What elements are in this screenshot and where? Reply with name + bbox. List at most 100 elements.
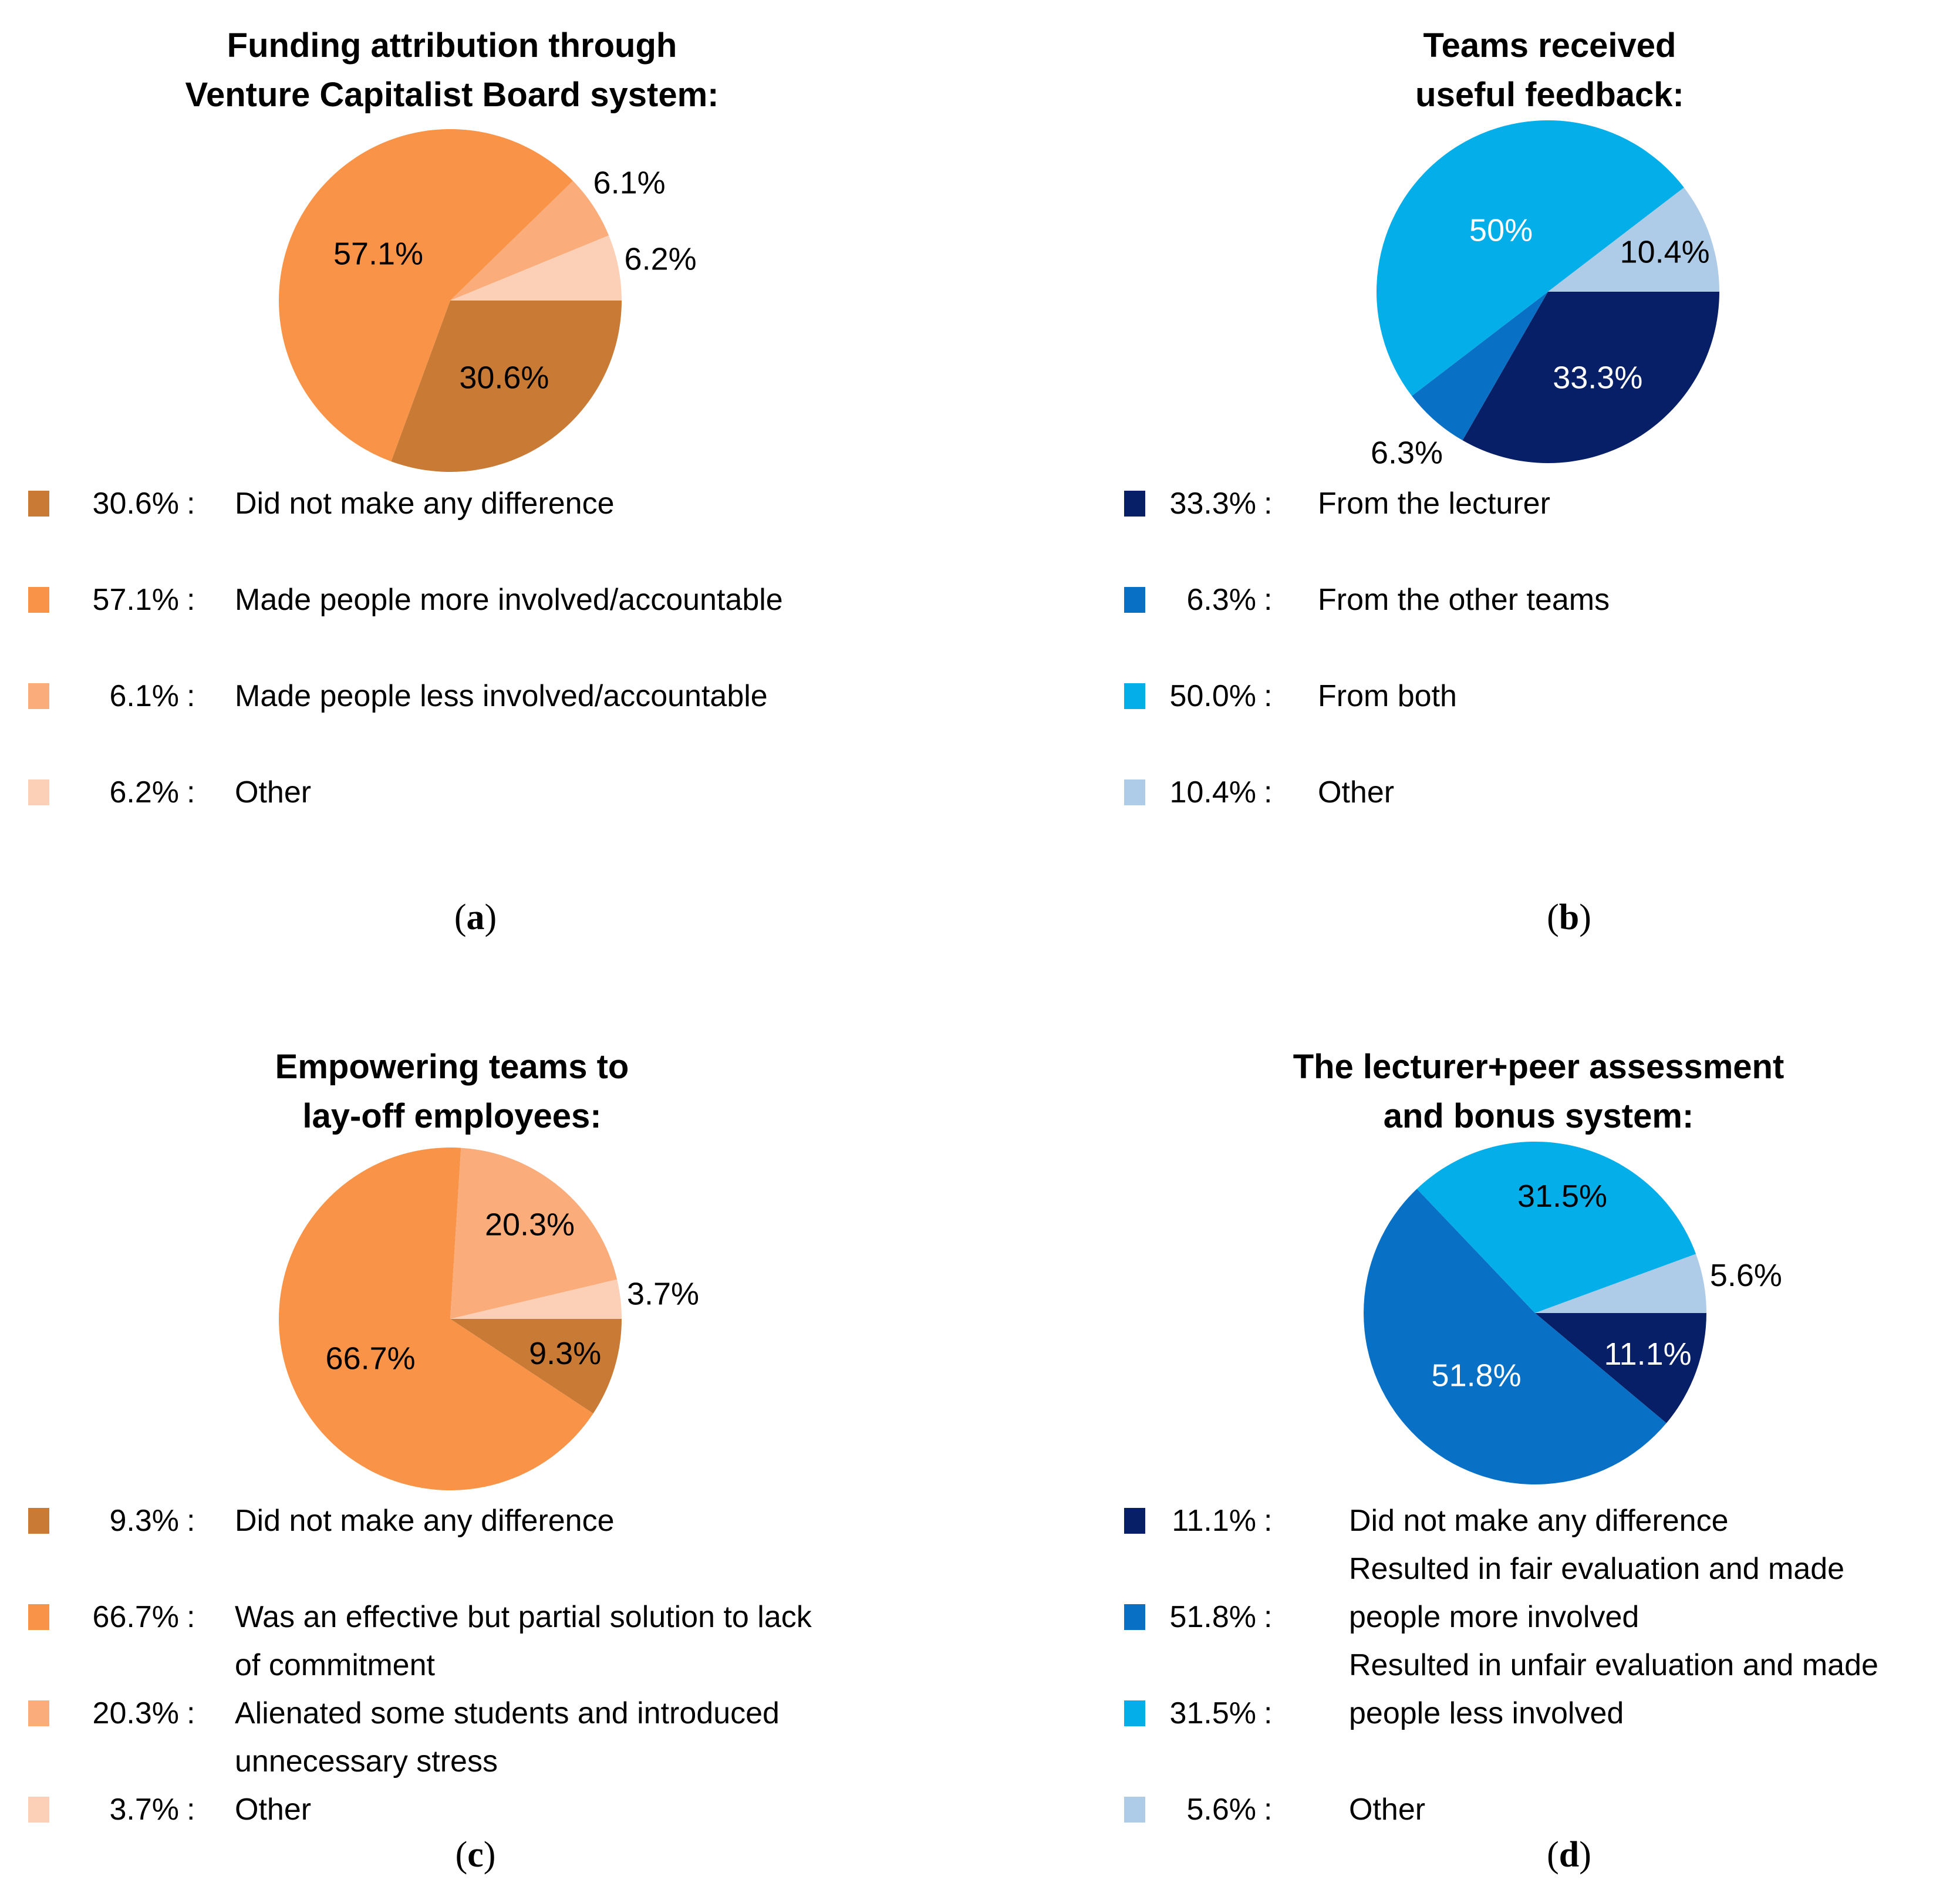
chart-title: The lecturer+peer assessment and bonus sy… bbox=[1128, 1042, 1949, 1141]
panel-d: The lecturer+peer assessment and bonus sy… bbox=[980, 951, 1960, 1900]
pie-slice bbox=[1535, 1254, 1706, 1313]
pie-slice bbox=[1376, 120, 1684, 396]
legend-colon: : bbox=[1264, 1600, 1273, 1634]
pie-slice bbox=[450, 1319, 622, 1414]
legend: 33.3%: From the lecturer 6.3%: From the oth… bbox=[980, 480, 1960, 816]
legend-swatch bbox=[1124, 683, 1145, 709]
legend-item: 33.3%: From the lecturer bbox=[980, 480, 1960, 528]
pie-data-label: 31.5% bbox=[1517, 1179, 1607, 1214]
pie-slice bbox=[450, 1279, 622, 1319]
legend-colon: : bbox=[1264, 1504, 1273, 1538]
chart-title-line: useful feedback: bbox=[1415, 76, 1684, 114]
legend-label: Other bbox=[1318, 775, 1395, 809]
legend-label: Resulted in unfair evaluation and made bbox=[1349, 1648, 1878, 1682]
legend-item-line: of commitment bbox=[0, 1641, 980, 1689]
legend-item-line bbox=[0, 624, 980, 672]
legend-percent: 6.2% bbox=[109, 775, 179, 809]
pie-data-label: 20.3% bbox=[485, 1207, 575, 1242]
subfigure-caption: (d) bbox=[1547, 1835, 1591, 1875]
legend-swatch bbox=[28, 1508, 49, 1534]
legend-colon: : bbox=[1264, 775, 1273, 809]
subfigure-letter: d bbox=[1558, 1835, 1580, 1875]
legend-colon: : bbox=[1264, 1696, 1273, 1730]
legend-item: 3.7%: Other bbox=[0, 1786, 980, 1834]
legend-label: Alienated some students and introduced bbox=[235, 1696, 780, 1730]
pie-data-label: 51.8% bbox=[1432, 1358, 1522, 1393]
pie-data-label: 10.4% bbox=[1620, 235, 1710, 270]
legend-label: Did not make any difference bbox=[235, 1504, 615, 1538]
legend-colon: : bbox=[187, 775, 195, 809]
legend-item-line bbox=[0, 528, 980, 576]
panel-a: Funding attribution through Venture Capit… bbox=[0, 0, 980, 951]
legend-label: Other bbox=[235, 775, 312, 809]
pie-chart: 30.6% 57.1% 6.1% 6.2% bbox=[278, 129, 697, 473]
legend-item-line: Resulted in fair evaluation and made bbox=[980, 1545, 1960, 1593]
legend-colon: : bbox=[1264, 1793, 1273, 1827]
legend-item: 31.5%: people less involved bbox=[980, 1689, 1960, 1737]
legend-colon: : bbox=[187, 1504, 195, 1538]
legend-swatch bbox=[1124, 491, 1145, 517]
legend: 30.6%: Did not make any difference 57.1%: M… bbox=[0, 480, 980, 816]
legend-percent: 6.1% bbox=[109, 679, 179, 713]
legend-colon: : bbox=[1264, 487, 1273, 521]
legend-colon: : bbox=[187, 1600, 195, 1634]
legend-label: Made people less involved/accountable bbox=[235, 679, 768, 713]
legend: 9.3%: Did not make any difference 66.7%: Wa… bbox=[0, 1497, 980, 1834]
legend-colon: : bbox=[187, 679, 195, 713]
legend-swatch bbox=[1124, 1604, 1145, 1630]
legend-swatch bbox=[1124, 587, 1145, 613]
pie-data-label: 50% bbox=[1469, 213, 1533, 248]
pie-slice bbox=[278, 129, 574, 462]
legend-item-line bbox=[980, 720, 1960, 768]
subfigure-letter: c bbox=[467, 1835, 484, 1875]
pie-slice bbox=[450, 235, 622, 301]
legend-item-line bbox=[980, 624, 1960, 672]
subfigure-caption: (a) bbox=[454, 897, 497, 937]
legend-colon: : bbox=[1264, 583, 1273, 617]
chart-title: Teams received useful feedback: bbox=[1139, 21, 1960, 120]
legend-percent: 31.5% bbox=[1169, 1696, 1256, 1730]
legend-swatch bbox=[28, 779, 49, 805]
pie-data-label: 57.1% bbox=[333, 237, 423, 272]
legend-label: Other bbox=[1349, 1793, 1426, 1827]
legend-percent: 10.4% bbox=[1169, 775, 1256, 809]
chart-title-line: and bonus system: bbox=[1383, 1097, 1694, 1135]
legend-colon: : bbox=[187, 583, 195, 617]
chart-title-line: lay-off employees: bbox=[302, 1097, 602, 1135]
legend-item: 6.1%: Made people less involved/accountab… bbox=[0, 672, 980, 720]
legend-item-line: unnecessary stress bbox=[0, 1737, 980, 1786]
chart-title: Empowering teams to lay-off employees: bbox=[41, 1042, 863, 1141]
legend-percent: 20.3% bbox=[92, 1696, 179, 1730]
legend-label: of commitment bbox=[235, 1648, 435, 1682]
pie-data-label: 6.3% bbox=[1371, 436, 1443, 471]
legend-item: 57.1%: Made people more involved/accounta… bbox=[0, 576, 980, 624]
legend-percent: 33.3% bbox=[1169, 487, 1256, 521]
legend-item: 66.7%: Was an effective but partial solut… bbox=[0, 1593, 980, 1641]
panel-b: Teams received useful feedback: 33.3% 6.3%… bbox=[980, 0, 1960, 951]
legend-swatch bbox=[28, 587, 49, 613]
pie-slice bbox=[1412, 292, 1548, 441]
legend-percent: 3.7% bbox=[109, 1793, 179, 1827]
legend-item: 5.6%: Other bbox=[980, 1786, 1960, 1834]
pie-chart: 9.3% 66.7% 20.3% 3.7% bbox=[278, 1148, 699, 1491]
legend-swatch bbox=[28, 1797, 49, 1823]
legend-label: Made people more involved/accountable bbox=[235, 583, 783, 617]
legend-item: 50.0%: From both bbox=[980, 672, 1960, 720]
legend-colon: : bbox=[187, 487, 195, 521]
legend-item: 9.3%: Did not make any difference bbox=[0, 1497, 980, 1545]
legend-percent: 9.3% bbox=[109, 1504, 179, 1538]
pie-slice bbox=[391, 301, 622, 473]
chart-title-line: Funding attribution through bbox=[227, 26, 677, 65]
chart-title-line: Empowering teams to bbox=[275, 1048, 629, 1086]
legend-label: From the other teams bbox=[1318, 583, 1610, 617]
legend-label: people less involved bbox=[1349, 1696, 1624, 1730]
panel-c: Empowering teams to lay-off employees: 9.… bbox=[0, 951, 980, 1900]
pie-slice bbox=[1462, 292, 1719, 463]
legend-percent: 5.6% bbox=[1186, 1793, 1256, 1827]
legend-percent: 6.3% bbox=[1186, 583, 1256, 617]
legend-item-line: Resulted in unfair evaluation and made bbox=[980, 1641, 1960, 1689]
legend-swatch bbox=[28, 1604, 49, 1630]
legend-percent: 30.6% bbox=[92, 487, 179, 521]
legend-item-line bbox=[0, 720, 980, 768]
legend-percent: 57.1% bbox=[92, 583, 179, 617]
